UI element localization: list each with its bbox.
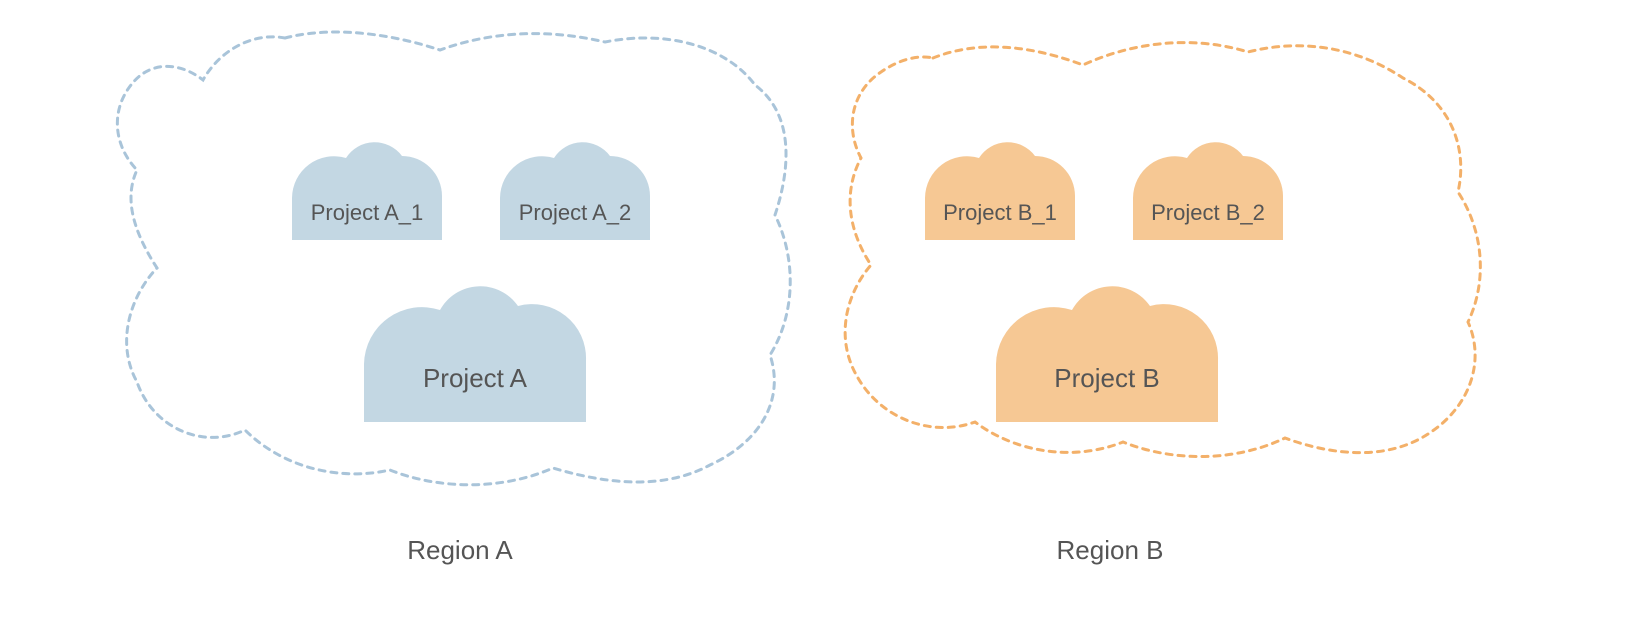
diagram-root: Project A_1 Project A_2 Project A Projec… — [0, 0, 1626, 634]
region-a-label: Region A — [360, 535, 560, 566]
cloud-label: Project B_2 — [1151, 200, 1265, 240]
cloud-project-a1: Project A_1 — [272, 130, 462, 240]
cloud-project-a2: Project A_2 — [480, 130, 670, 240]
cloud-label: Project B_1 — [943, 200, 1057, 240]
cloud-label: Project B — [1054, 363, 1160, 422]
cloud-label: Project A_1 — [311, 200, 424, 240]
cloud-project-b1: Project B_1 — [905, 130, 1095, 240]
cloud-project-b: Project B — [972, 272, 1242, 422]
cloud-label: Project A — [423, 363, 527, 422]
cloud-label: Project A_2 — [519, 200, 632, 240]
cloud-project-b2: Project B_2 — [1113, 130, 1303, 240]
region-a-outline — [95, 20, 815, 500]
cloud-project-a: Project A — [340, 272, 610, 422]
region-b-label: Region B — [1010, 535, 1210, 566]
